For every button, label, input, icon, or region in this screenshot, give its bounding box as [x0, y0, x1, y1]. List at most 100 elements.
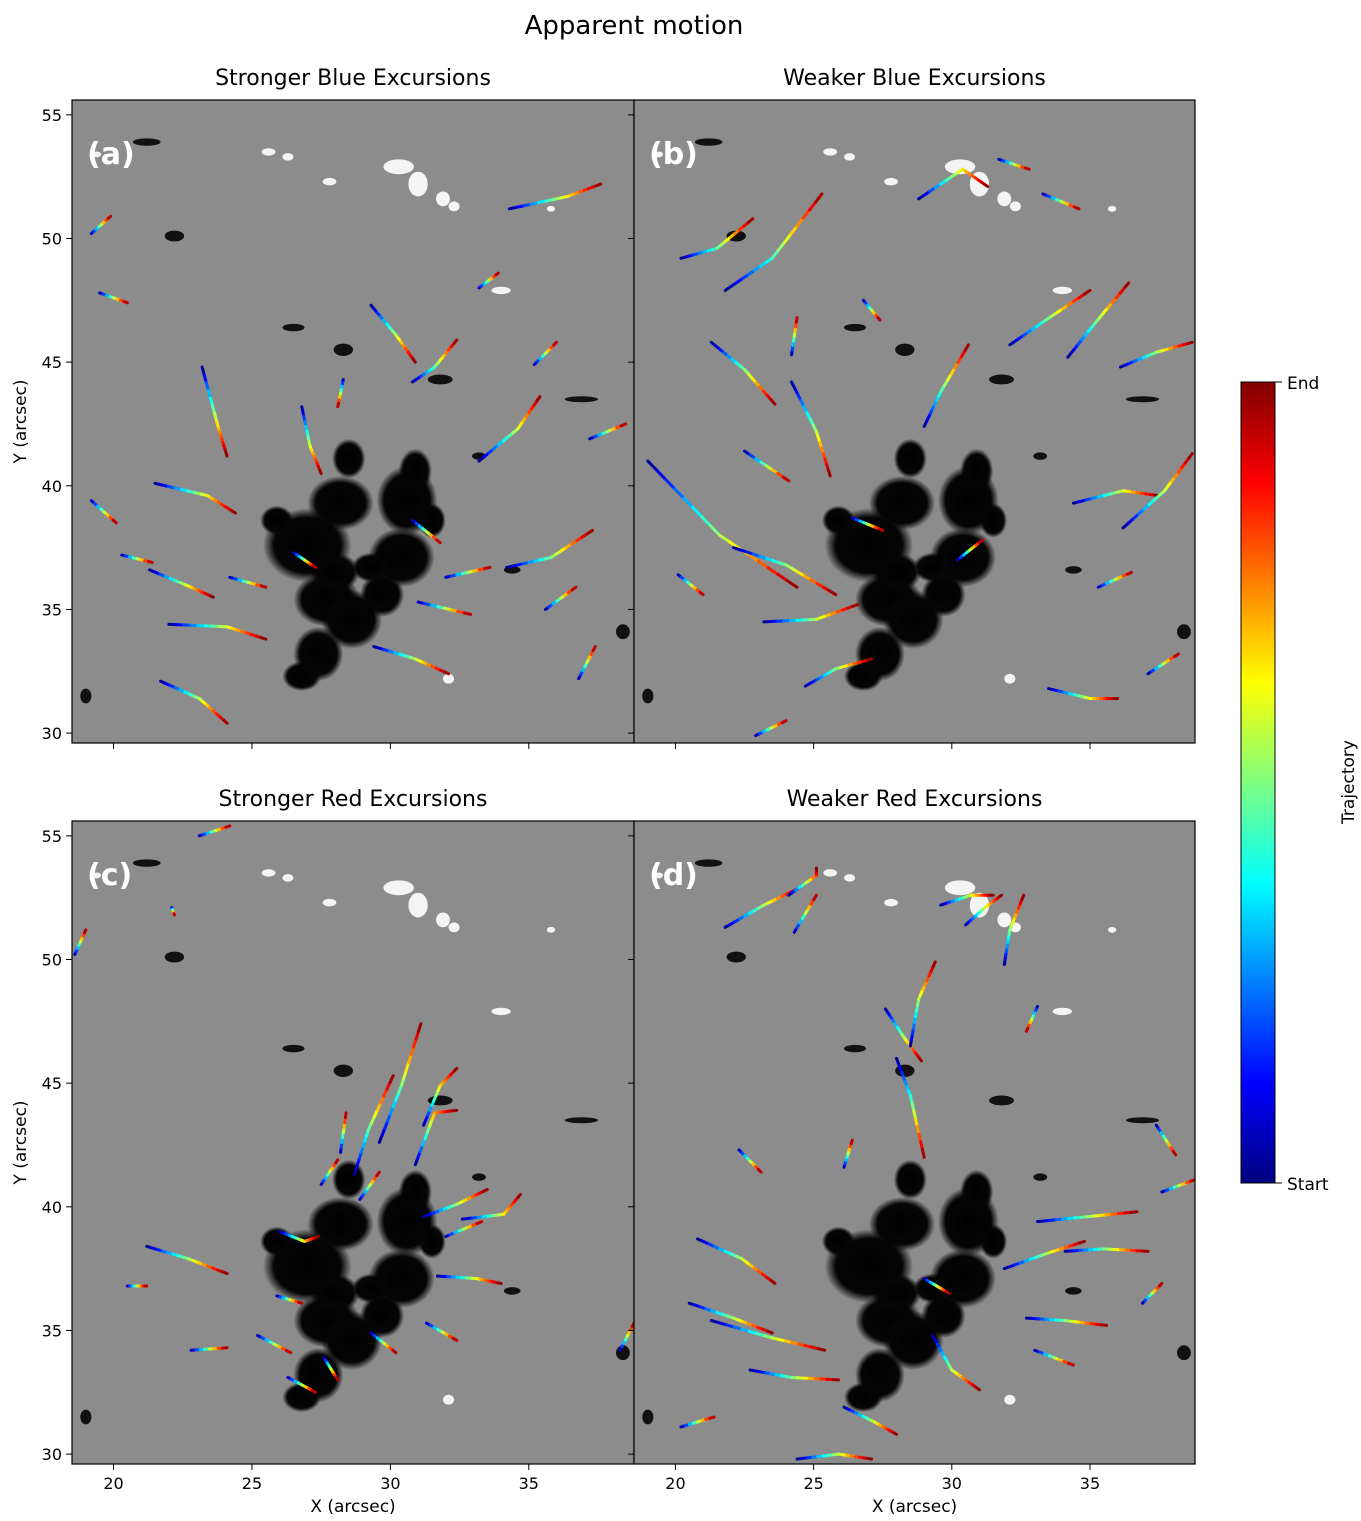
y-axis-label: Y (arcsec) [11, 379, 31, 464]
colorbar-start-label: Start [1287, 1175, 1329, 1195]
trajectory [964, 893, 1004, 927]
magnetogram-dark-feature [282, 1044, 305, 1053]
trajectory [170, 906, 176, 917]
trajectory [543, 585, 578, 611]
trajectory-segment [552, 340, 558, 347]
trajectory-segment [1078, 1239, 1086, 1245]
trajectory-segment [977, 538, 984, 545]
trajectory [89, 214, 113, 236]
trajectory-segment [1123, 281, 1131, 290]
trajectory [505, 528, 594, 569]
trajectory-segment [1157, 1281, 1164, 1288]
y-tick-label: 30 [42, 1445, 62, 1464]
trajectory-segment [746, 217, 755, 224]
trajectory-segment [646, 459, 659, 472]
trajectory [89, 499, 118, 525]
magnetogram-bright-feature [944, 159, 976, 175]
trajectory-segment [944, 1290, 951, 1295]
trajectory [1140, 1281, 1164, 1305]
magnetogram-dark-feature [564, 1117, 599, 1124]
magnetogram-dark-feature [1125, 1117, 1160, 1124]
colorbar-gradient [1240, 381, 1276, 1184]
trajectory-segment [801, 208, 811, 220]
magnetogram-bright-feature [1052, 286, 1073, 295]
trajectory [275, 1294, 304, 1305]
magnetogram-dark-feature [564, 396, 599, 403]
y-axis-label: Y (arcsec) [11, 1100, 31, 1185]
trajectory-segment [700, 515, 713, 528]
trajectory-segment [334, 1158, 340, 1165]
trajectory-segment [259, 584, 268, 589]
trajectory-segment [1187, 452, 1194, 460]
trajectory [167, 622, 268, 641]
magnetogram-bright-feature [92, 151, 102, 158]
magnetogram-dark-feature [694, 859, 723, 867]
magnetogram-dark-feature [1033, 1173, 1048, 1181]
trajectory [754, 719, 788, 738]
trajectory-segment [82, 928, 88, 935]
trajectory-segment [997, 893, 1004, 899]
trajectory-segment [814, 192, 824, 204]
panel-label: (d) [649, 858, 698, 893]
trajectory-segment [789, 224, 799, 236]
trajectory-segment [1067, 1361, 1075, 1367]
x-axis-label: X (arcsec) [310, 1497, 395, 1517]
magnetogram-sunspot [893, 1159, 927, 1200]
trajectory [895, 1056, 926, 1159]
y-tick-label: 50 [42, 950, 62, 969]
trajectory [507, 182, 603, 211]
trajectory [300, 405, 323, 475]
magnetogram-bright-feature [884, 177, 898, 186]
panel-title: Weaker Red Excursions [787, 787, 1043, 812]
magnetogram-sunspot [332, 1159, 366, 1200]
magnetogram-bright-feature [884, 898, 898, 907]
colorbar: End Start Trajectory [1240, 374, 1359, 1195]
trajectory-segment [783, 232, 793, 244]
trajectory [917, 167, 990, 201]
magnetogram-bright-feature [844, 874, 856, 882]
trajectory-segment [1099, 1323, 1109, 1328]
trajectory-segment [698, 590, 705, 597]
trajectory [278, 1230, 320, 1243]
magnetogram-sunspot [979, 1224, 1008, 1259]
magnetogram-sunspot [960, 1169, 994, 1215]
trajectory-segment [111, 518, 118, 525]
trajectory-segment [1082, 288, 1092, 296]
x-tick-label: 35 [519, 1474, 539, 1493]
trajectory [1002, 893, 1026, 966]
trajectory-segment [816, 1347, 827, 1352]
trajectory [286, 1375, 318, 1394]
trajectory-segment [146, 560, 154, 564]
trajectory-segment [785, 579, 799, 589]
magnetogram-dark-feature [616, 624, 630, 640]
magnetogram-sunspot [282, 661, 322, 692]
trajectory-segment [1129, 1210, 1139, 1214]
magnetogram-sunspot [871, 1273, 922, 1314]
panel-frame [633, 99, 1196, 744]
magnetogram-sunspot [359, 1293, 405, 1338]
trajectory [532, 340, 558, 367]
trajectory [922, 1277, 951, 1295]
trajectory [336, 377, 345, 409]
trajectory [372, 645, 451, 676]
magnetogram-bright-feature [261, 148, 276, 156]
trajectory-segment [318, 468, 323, 475]
trajectory-segment [673, 487, 686, 500]
magnetogram-dark-feature [694, 138, 723, 146]
trajectory-segment [920, 1148, 926, 1159]
trajectory-segment [877, 527, 885, 532]
trajectory [422, 1187, 489, 1219]
magnetogram-dark-feature [844, 323, 867, 332]
trajectory [159, 679, 229, 725]
trajectory [411, 518, 442, 545]
magnetogram-sunspot [398, 1169, 432, 1215]
magnetogram-bright-feature [491, 286, 511, 295]
trajectory [369, 303, 417, 364]
trajectory-segment [1186, 340, 1194, 346]
trajectory-segment [462, 611, 473, 616]
trajectory-segment [1171, 1149, 1178, 1157]
magnetogram-bright-feature [997, 191, 1012, 207]
magnetogram-bright-feature [1107, 926, 1117, 933]
trajectory [842, 1405, 899, 1436]
trajectory-segment [224, 451, 229, 458]
